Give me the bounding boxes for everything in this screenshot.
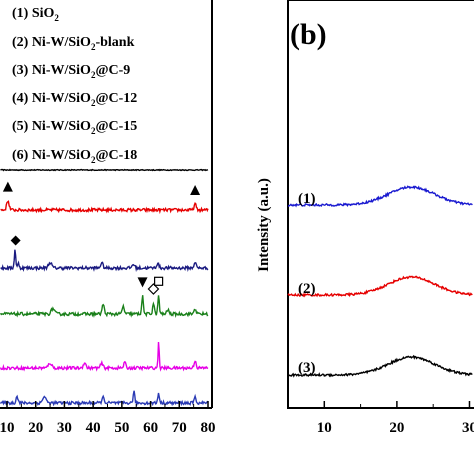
marker-filled-diamond: [10, 235, 21, 246]
legend-entry: (3) Ni-W/SiO2@C-9: [12, 63, 130, 80]
curve-label: (2): [298, 281, 316, 297]
legend: (1) SiO2 (2) Ni-W/SiO2-blank (3) Ni-W/SiO2…: [12, 6, 137, 165]
xrd-curve-1: [0, 168, 209, 172]
marker-open-diamond: [147, 283, 160, 295]
x-tick-label: 30: [462, 420, 474, 436]
legend-entry: (1) SiO2: [12, 6, 59, 23]
x-axis-ticks: 10 20 30 40 50 60 70 80: [0, 401, 216, 436]
curve-label: (1): [298, 191, 316, 207]
xrd-curve-3: [0, 249, 209, 273]
xrd-curve-6: [0, 390, 209, 407]
plot-frame: [287, 0, 474, 409]
legend-entry: (2) Ni-W/SiO2-blank: [12, 35, 135, 52]
marker-filled-triangle-down: [137, 277, 148, 288]
x-tick-label: 50: [114, 420, 129, 436]
xrd-curve-b-3: [287, 354, 473, 378]
x-tick-label: 20: [28, 420, 43, 436]
legend-entry: (5) Ni-W/SiO2@C-15: [12, 119, 137, 136]
xrd-curve-2: [0, 200, 209, 215]
x-tick-label: 70: [172, 420, 187, 436]
x-tick-label: 20: [389, 420, 404, 436]
x-tick-label: 10: [0, 420, 15, 436]
xrd-curves: [0, 168, 209, 407]
marker-filled-triangle-up: [190, 184, 201, 195]
marker-filled-triangle-up: [2, 181, 13, 192]
panel-a: (1) SiO2 (2) Ni-W/SiO2-blank (3) Ni-W/SiO2…: [0, 0, 216, 436]
phase-markers: [2, 181, 201, 295]
panel-b: (b) Intensity (a.u.) (1) (2) (3) 10 20 30: [256, 0, 474, 436]
x-tick-label: 30: [57, 420, 72, 436]
legend-entry: (4) Ni-W/SiO2@C-12: [12, 91, 137, 108]
xrd-curve-b-2: [287, 275, 473, 298]
x-tick-label: 10: [317, 420, 332, 436]
xrd-curve-5: [0, 341, 209, 372]
legend-entry: (6) Ni-W/SiO2@C-18: [12, 148, 137, 165]
x-tick-label: 40: [86, 420, 101, 436]
xrd-curves: (1) (2) (3): [287, 185, 473, 378]
marker-open-square: [154, 276, 164, 286]
y-axis-label: Intensity (a.u.): [256, 178, 272, 272]
xrd-curve-4: [0, 295, 209, 319]
curve-label: (3): [298, 360, 316, 376]
x-tick-label: 80: [201, 420, 216, 436]
panel-label: (b): [290, 18, 327, 51]
xrd-curve-b-1: [288, 185, 473, 208]
x-axis-ticks: 10 20 30: [317, 401, 474, 436]
x-tick-label: 60: [143, 420, 158, 436]
